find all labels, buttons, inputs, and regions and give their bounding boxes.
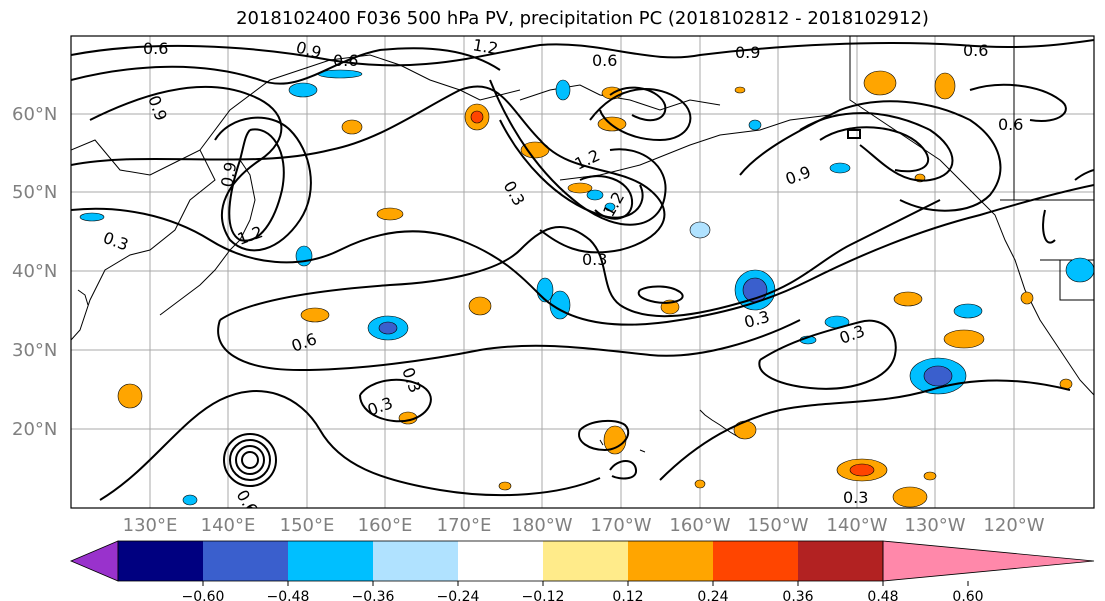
colorbar-segment bbox=[713, 541, 798, 581]
colorbar-segment bbox=[203, 541, 288, 581]
lon-label: 170°E bbox=[437, 515, 492, 536]
latitude-labels: 60°N 50°N 40°N 30°N 20°N bbox=[12, 104, 57, 440]
colorbar-extend-min bbox=[69, 540, 119, 582]
lon-label: 120°W bbox=[983, 515, 1044, 536]
colorbar-segment bbox=[118, 541, 203, 581]
lon-label: 160°W bbox=[669, 515, 730, 536]
colorbar-tick-label: 0.48 bbox=[867, 589, 898, 601]
contour-label: 0.3 bbox=[843, 488, 868, 507]
lat-label: 60°N bbox=[12, 104, 57, 125]
colorbar-tick-label: −0.60 bbox=[182, 589, 225, 601]
contour-label: 0.3 bbox=[582, 250, 607, 269]
colorbar-segment bbox=[798, 541, 883, 581]
contour-label: 0.9 bbox=[735, 43, 760, 62]
colorbar bbox=[69, 540, 1095, 582]
colorbar-ticks: −0.60 −0.48 −0.36 −0.24 −0.12 0.12 0.24 0.36 0.4… bbox=[182, 581, 984, 601]
colorbar-tick-label: 0.60 bbox=[952, 589, 983, 601]
lat-label: 40°N bbox=[12, 261, 57, 282]
precip-shading bbox=[79, 69, 1094, 508]
map-frame bbox=[70, 35, 1095, 509]
contour-label: 0.6 bbox=[998, 115, 1023, 134]
contour-label: 0.6 bbox=[592, 51, 617, 70]
contour-label: 0.9 bbox=[217, 160, 240, 188]
colorbar-segment bbox=[458, 541, 543, 581]
contour-label: 1.2 bbox=[471, 35, 499, 58]
colorbar-extend-max bbox=[882, 540, 1095, 582]
contour-label: 0.6 bbox=[333, 51, 358, 70]
colorbar-segment bbox=[543, 541, 628, 581]
map-title: 2018102400 F036 500 hPa PV, precipitatio… bbox=[236, 8, 929, 29]
lat-label: 50°N bbox=[12, 182, 57, 203]
colorbar-tick-label: −0.24 bbox=[437, 589, 480, 601]
lon-label: 180°W bbox=[511, 515, 572, 536]
colorbar-tick-label: −0.48 bbox=[267, 589, 310, 601]
colorbar-tick-label: −0.36 bbox=[352, 589, 395, 601]
pv-contours bbox=[71, 39, 1094, 501]
colorbar-tick-label: −0.12 bbox=[522, 589, 565, 601]
contour-label: 0.6 bbox=[963, 41, 988, 60]
map-area bbox=[71, 36, 1094, 508]
colorbar-tick-label: 0.36 bbox=[782, 589, 813, 601]
lon-label: 160°E bbox=[358, 515, 413, 536]
longitude-labels: 130°E 140°E 150°E 160°E 170°E 180°W 170°… bbox=[123, 515, 1045, 536]
lat-label: 30°N bbox=[12, 340, 57, 361]
lon-label: 140°W bbox=[826, 515, 887, 536]
lon-label: 150°E bbox=[280, 515, 335, 536]
colorbar-segment bbox=[628, 541, 713, 581]
lon-label: 130°E bbox=[123, 515, 178, 536]
colorbar-tick-label: 0.12 bbox=[612, 589, 643, 601]
lon-label: 150°W bbox=[747, 515, 808, 536]
lon-label: 140°E bbox=[201, 515, 256, 536]
lon-label: 170°W bbox=[590, 515, 651, 536]
lat-label: 20°N bbox=[12, 419, 57, 440]
colorbar-segment bbox=[373, 541, 458, 581]
lon-label: 130°W bbox=[904, 515, 965, 536]
contour-label: 0.6 bbox=[143, 39, 168, 58]
colorbar-tick-label: 0.24 bbox=[697, 589, 728, 601]
colorbar-outline bbox=[117, 540, 884, 582]
colorbar-segment bbox=[288, 541, 373, 581]
